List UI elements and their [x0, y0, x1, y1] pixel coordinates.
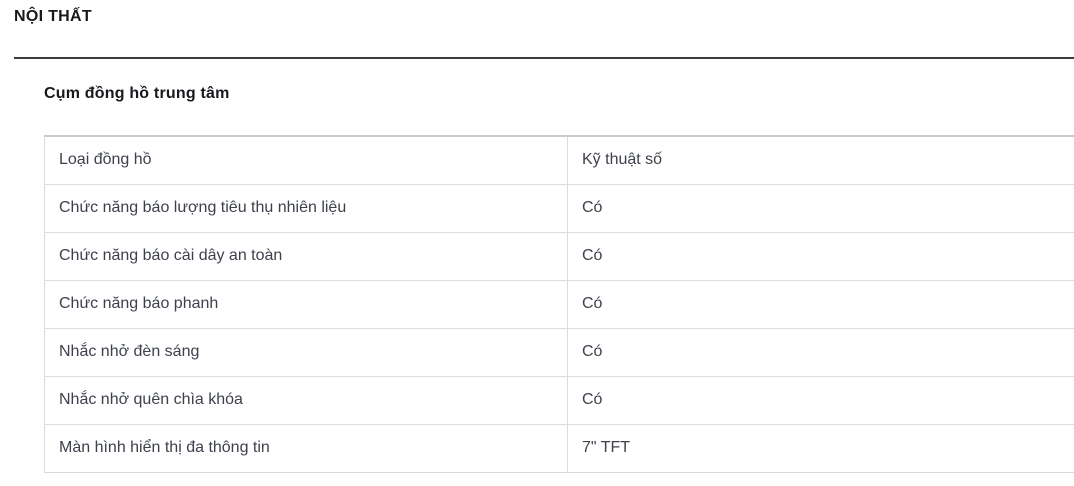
spec-label: Chức năng báo lượng tiêu thụ nhiên liệu — [44, 184, 568, 233]
spec-value: Có — [567, 328, 1074, 377]
table-row: Chức năng báo cài dây an toàn Có — [44, 232, 1074, 281]
spec-table: Loại đồng hồ Kỹ thuật số Chức năng báo l… — [44, 135, 1074, 473]
spec-label: Màn hình hiển thị đa thông tin — [44, 424, 568, 472]
spec-label: Nhắc nhở quên chìa khóa — [44, 376, 568, 425]
spec-value: Có — [567, 184, 1074, 233]
table-row: Loại đồng hồ Kỹ thuật số — [44, 136, 1074, 185]
spec-label: Chức năng báo phanh — [44, 280, 568, 329]
table-row: Nhắc nhở đèn sáng Có — [44, 328, 1074, 377]
spec-value: Có — [567, 280, 1074, 329]
table-row: Nhắc nhở quên chìa khóa Có — [44, 376, 1074, 425]
table-row: Chức năng báo phanh Có — [44, 280, 1074, 329]
table-row: Chức năng báo lượng tiêu thụ nhiên liệu … — [44, 184, 1074, 233]
spec-value: 7" TFT — [582, 439, 631, 456]
spec-value: Có — [567, 232, 1074, 281]
spec-label: Nhắc nhở đèn sáng — [44, 328, 568, 377]
spec-value: Kỹ thuật số — [567, 136, 1074, 185]
section-divider — [14, 57, 1074, 59]
spec-label: Chức năng báo cài dây an toàn — [44, 232, 568, 281]
spec-value: Có — [567, 376, 1074, 425]
section-title: NỘI THẤT — [14, 8, 92, 25]
table-row: Màn hình hiển thị đa thông tin 7" TFT — [44, 424, 1074, 472]
spec-label: Loại đồng hồ — [44, 136, 568, 185]
subsection-title: Cụm đồng hồ trung tâm — [44, 85, 230, 102]
